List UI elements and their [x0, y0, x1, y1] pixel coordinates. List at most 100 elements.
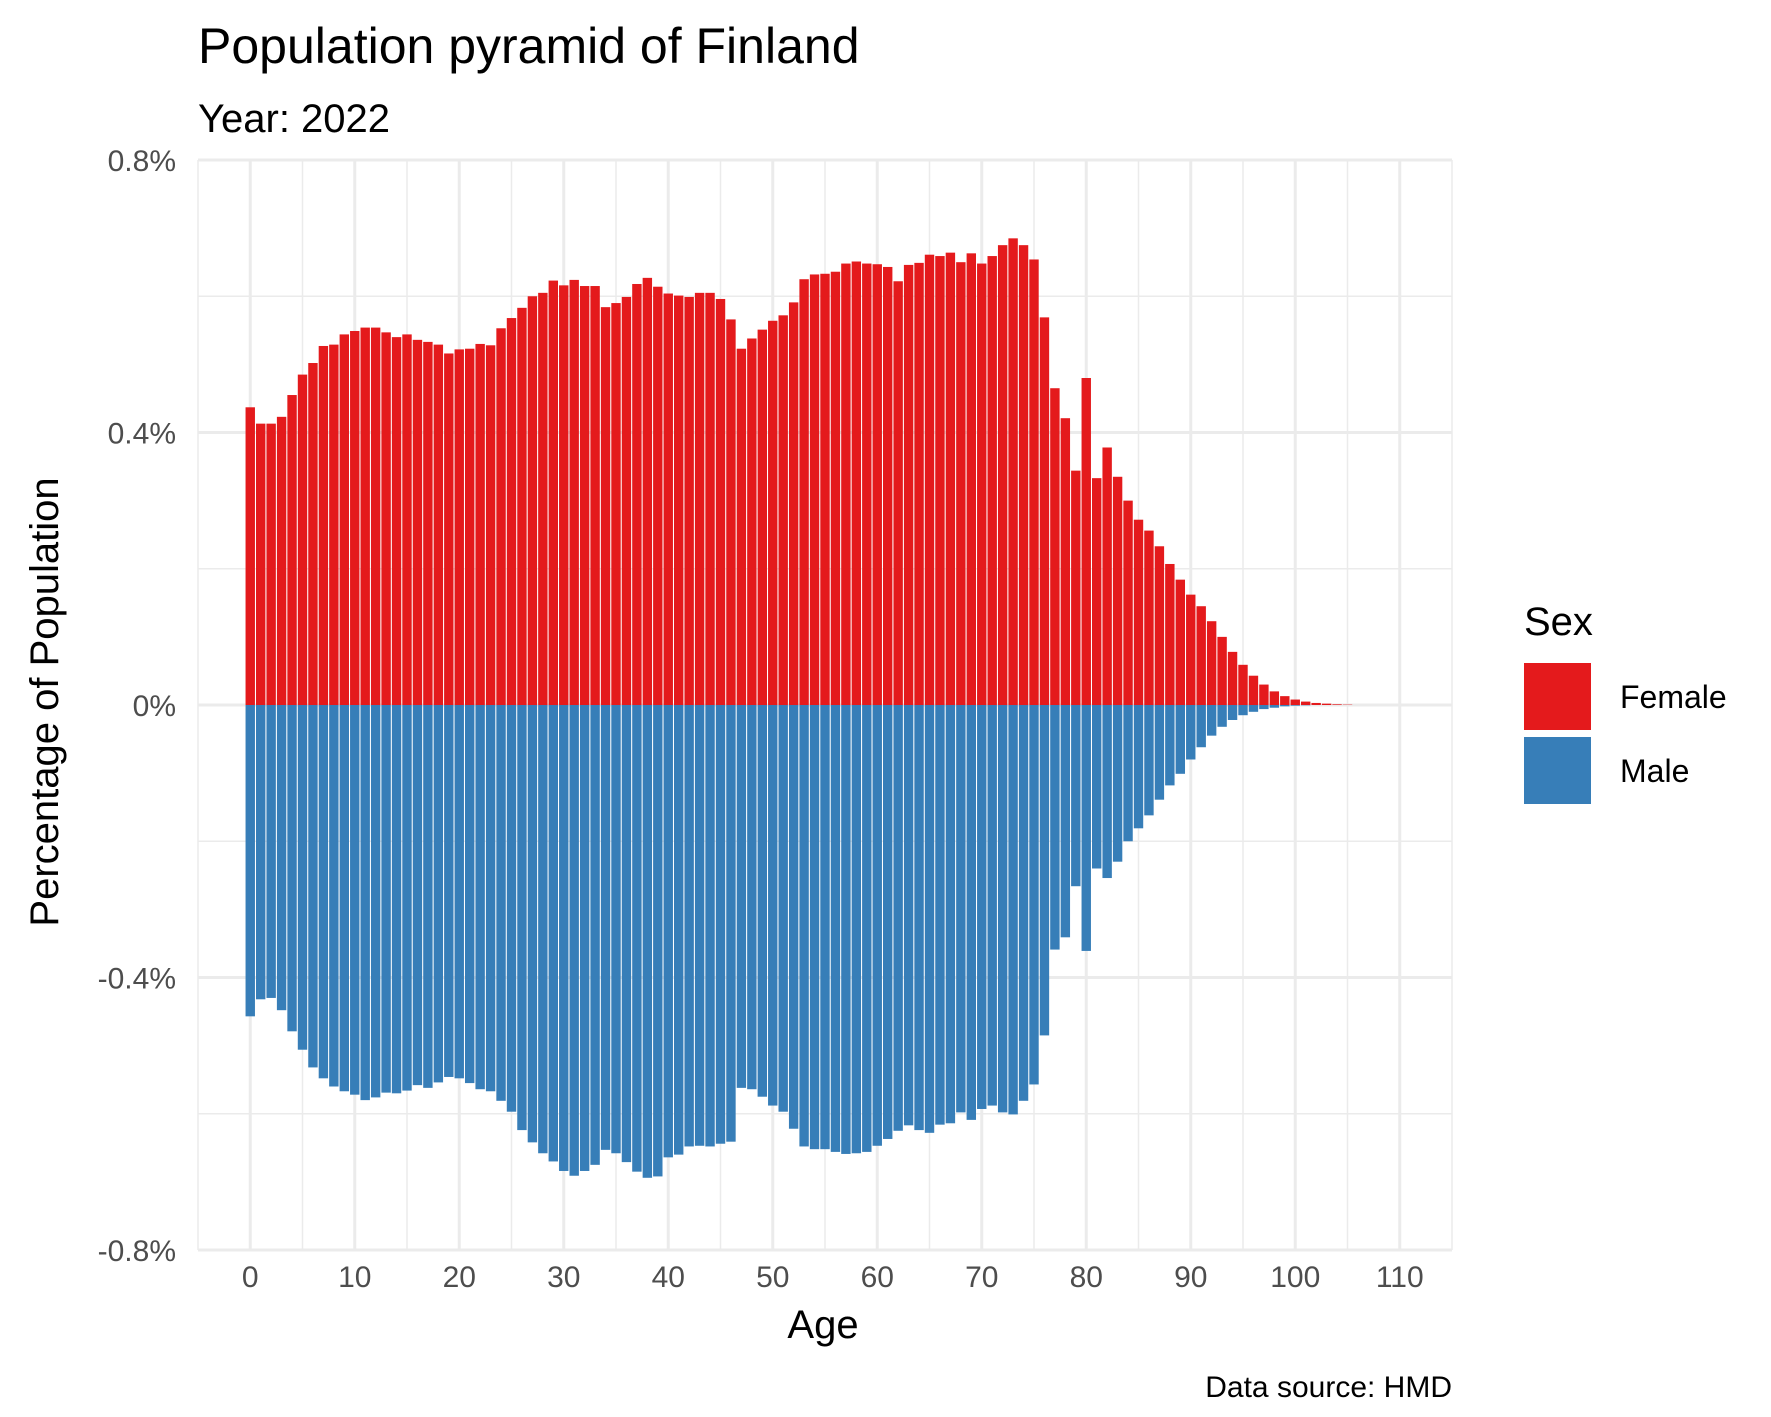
bar-male-age-63 [903, 705, 914, 1126]
bar-female-age-65 [924, 254, 935, 705]
bar-male-age-80 [1081, 705, 1091, 951]
bar-male-age-77 [1050, 705, 1060, 950]
bar-male-age-53 [799, 705, 809, 1147]
bar-male-age-31 [569, 705, 579, 1176]
bar-male-age-88 [1165, 705, 1175, 786]
bar-male-age-61 [882, 705, 893, 1139]
bar-male-age-19 [444, 705, 454, 1077]
bar-male-age-22 [475, 705, 485, 1090]
bar-female-age-103 [1321, 703, 1332, 705]
bar-female-age-98 [1269, 691, 1280, 705]
bar-female-age-4 [287, 395, 297, 705]
legend-label-male: Male [1620, 753, 1689, 789]
bar-male-age-60 [872, 705, 882, 1146]
x-tick-label: 100 [1270, 1261, 1320, 1294]
bar-female-age-46 [726, 319, 736, 705]
bar-male-age-1 [255, 705, 266, 1000]
x-tick-label: 70 [965, 1261, 998, 1294]
bar-male-age-25 [506, 705, 517, 1112]
bar-male-age-42 [684, 705, 694, 1147]
bar-male-age-9 [339, 705, 350, 1092]
bar-female-age-62 [893, 281, 903, 705]
bar-female-age-36 [621, 296, 632, 705]
bar-male-age-12 [370, 705, 381, 1098]
bar-female-age-42 [684, 296, 694, 705]
bar-female-age-26 [517, 307, 527, 705]
bar-male-age-68 [956, 705, 966, 1113]
bar-female-age-82 [1102, 447, 1112, 705]
bar-male-age-37 [632, 705, 642, 1172]
bar-male-age-100 [1290, 705, 1300, 706]
bar-male-age-52 [788, 705, 799, 1129]
bar-female-age-9 [339, 334, 350, 705]
x-tick-label: 50 [756, 1261, 789, 1294]
bar-female-age-73 [1008, 238, 1018, 705]
bar-male-age-95 [1238, 705, 1248, 716]
bar-female-age-76 [1039, 317, 1050, 705]
bar-female-age-16 [412, 339, 423, 705]
bar-male-age-56 [830, 705, 841, 1152]
bar-male-age-8 [329, 705, 339, 1087]
legend-title: Sex [1524, 600, 1593, 644]
bar-female-age-102 [1311, 702, 1321, 705]
bar-female-age-40 [663, 293, 673, 705]
x-tick-label: 40 [652, 1261, 685, 1294]
bar-female-age-21 [464, 348, 475, 705]
x-tick-label: 10 [338, 1261, 371, 1294]
bar-female-age-27 [527, 296, 538, 705]
bar-female-age-77 [1050, 388, 1060, 705]
bar-female-age-35 [611, 303, 621, 705]
bar-male-age-86 [1144, 705, 1154, 816]
bar-female-age-50 [768, 320, 778, 705]
bar-female-age-17 [423, 341, 433, 705]
bar-female-age-6 [308, 363, 318, 705]
bar-female-age-59 [862, 263, 872, 705]
bar-male-age-20 [454, 705, 464, 1079]
bar-male-age-83 [1112, 705, 1123, 862]
bar-male-age-44 [705, 705, 715, 1147]
bar-female-age-5 [297, 374, 308, 705]
bar-male-age-84 [1123, 705, 1133, 842]
bar-male-age-54 [809, 705, 820, 1150]
bar-female-age-64 [914, 262, 924, 705]
bar-male-age-47 [736, 705, 747, 1088]
bar-female-age-19 [444, 353, 454, 705]
bar-female-age-14 [391, 337, 402, 705]
bar-male-age-79 [1071, 705, 1081, 887]
bar-male-age-23 [485, 705, 496, 1092]
bar-female-age-91 [1196, 606, 1206, 705]
bar-male-age-45 [715, 705, 726, 1144]
bar-male-age-28 [538, 705, 548, 1154]
y-axis-title: Percentage of Population [23, 477, 67, 926]
bar-female-age-29 [548, 280, 559, 705]
x-axis-title: Age [787, 1303, 858, 1347]
bar-female-age-97 [1259, 684, 1269, 705]
bar-female-age-92 [1206, 621, 1217, 705]
bar-male-age-39 [653, 705, 663, 1177]
bar-male-age-70 [977, 705, 987, 1109]
bar-female-age-49 [757, 329, 768, 705]
bar-female-age-84 [1123, 500, 1133, 705]
y-tick-label: -0.4% [98, 963, 176, 996]
bar-female-age-47 [736, 348, 747, 705]
bar-male-age-15 [402, 705, 412, 1091]
bar-female-age-41 [673, 295, 684, 705]
bar-male-age-14 [391, 705, 402, 1094]
bar-female-age-60 [872, 264, 882, 705]
y-tick-label: -0.8% [98, 1235, 176, 1268]
bar-male-age-85 [1133, 705, 1144, 829]
bar-male-age-6 [308, 705, 318, 1068]
bar-female-age-68 [956, 262, 966, 705]
bar-female-age-33 [590, 286, 600, 705]
x-tick-label: 60 [861, 1261, 894, 1294]
bar-male-age-13 [381, 705, 391, 1093]
bar-male-age-46 [726, 705, 736, 1142]
bar-male-age-73 [1008, 705, 1018, 1115]
bar-male-age-87 [1154, 705, 1165, 800]
y-tick-labels: -0.8% -0.4% 0% 0.4% 0.8% [98, 145, 176, 1268]
bar-female-age-3 [276, 416, 287, 705]
bar-female-age-39 [653, 286, 663, 705]
bar-male-age-94 [1227, 705, 1238, 720]
bar-male-age-29 [548, 705, 559, 1162]
